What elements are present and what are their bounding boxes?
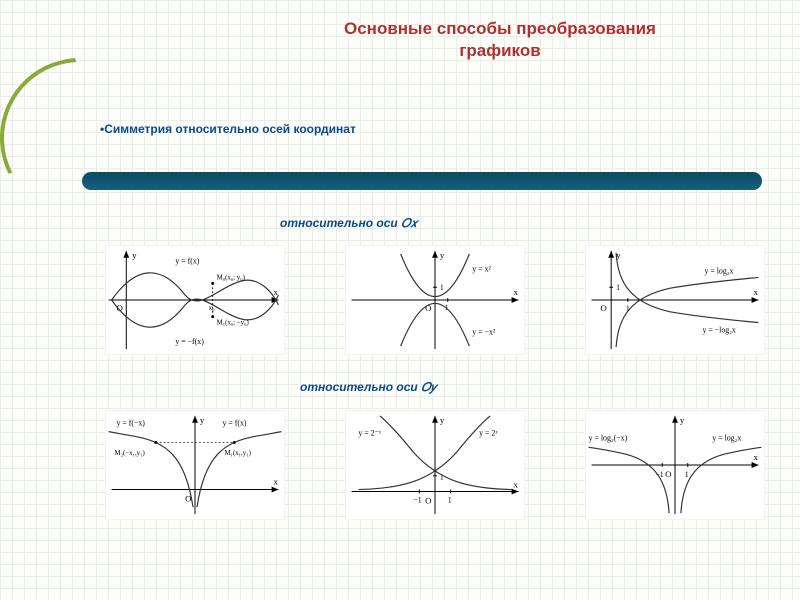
curve-fx: [197, 432, 281, 508]
label-m1: M₁(x₁,y₁): [224, 450, 250, 457]
axis-y-label: y: [440, 415, 445, 425]
label-m0: M₀(x₀; y₀): [217, 274, 245, 281]
axis-x-label: x: [514, 287, 519, 297]
tick-1y: 1: [440, 283, 444, 292]
tick-1x: 1: [448, 495, 452, 504]
label-log-negx: y = log₂(−x): [589, 433, 628, 442]
page-title: Основные способы преобразования графиков: [280, 18, 720, 62]
origin-label: O: [665, 469, 672, 479]
axis-y-label: y: [132, 250, 137, 260]
curve-2-negx: [380, 416, 512, 490]
section-ox-label: относительно оси 𝑂𝑥: [280, 216, 417, 231]
label-2-negx: y = 2⁻ˣ: [358, 429, 381, 438]
graph-generic-ox: y x O y = f(x) y = −f(x) M₀(x₀; y₀) M₁(x…: [105, 245, 285, 355]
origin-label: O: [600, 303, 607, 313]
graph-row-oy: y x O y = f(x) y = f(−x) M₁(x₁,y₁) M₂(−x…: [105, 410, 765, 520]
origin-label: O: [425, 495, 432, 505]
curve-log-negx: [589, 447, 670, 513]
graph-log-oy: y x O 1 −1 y = log₂x y = log₂(−x): [585, 410, 765, 520]
label-fx: y = f(x): [175, 257, 199, 266]
tick-neg1x: −1: [413, 495, 421, 504]
divider-bar: [82, 172, 762, 190]
graph-parabola-ox: y x O 1 1 y = x² y = −x²: [345, 245, 525, 355]
axis-y-label: y: [200, 415, 205, 425]
axis-x-label: x: [514, 480, 519, 490]
curve-log: [616, 277, 758, 347]
label-x2: y = x²: [472, 265, 491, 274]
tick-1y: 1: [616, 283, 620, 292]
subtitle: •Симметрия относительно осей координат: [100, 122, 356, 136]
curve-logx: [681, 447, 762, 513]
graph-exp-oy: y x O 1 1 −1 y = 2ˣ y = 2⁻ˣ: [345, 410, 525, 520]
label-neg-fx: y = −f(x): [175, 337, 204, 346]
label-m1: M₁(x₀; −y₀): [217, 320, 249, 327]
axis-y-label: y: [680, 415, 685, 425]
label-m2: M₂(−x₁,y₁): [114, 450, 144, 457]
graph-log-ox: y x O 1 1 y = log₂x y = −log₂x: [585, 245, 765, 355]
title-line1: Основные способы преобразования: [344, 19, 656, 38]
label-neg-log: y = −log₂x: [702, 325, 735, 334]
axis-x-label: x: [754, 452, 759, 462]
graph-generic-oy: y x O y = f(x) y = f(−x) M₁(x₁,y₁) M₂(−x…: [105, 410, 285, 520]
axis-x-label: x: [274, 477, 279, 487]
section-oy-label: относительно оси 𝑂𝑦: [300, 380, 436, 395]
label-neg-x2: y = −x²: [472, 327, 496, 336]
axis-x-label: x: [754, 287, 759, 297]
label-f-negx: y = f(−x): [116, 419, 145, 428]
curve-neg-log: [616, 253, 758, 323]
label-fx: y = f(x): [222, 419, 246, 428]
curve-f-negx: [109, 432, 193, 508]
label-2x: y = 2ˣ: [479, 429, 498, 438]
title-line2: графиков: [459, 41, 540, 60]
label-log: y = log₂x: [704, 266, 733, 275]
axis-y-label: y: [440, 250, 445, 260]
label-logx: y = log₂x: [712, 433, 741, 442]
tick-1x: 1: [685, 470, 689, 479]
curve-2x: [358, 416, 490, 490]
graph-row-ox: y x O y = f(x) y = −f(x) M₀(x₀; y₀) M₁(x…: [105, 245, 765, 355]
label-x0: x₀: [209, 305, 215, 312]
